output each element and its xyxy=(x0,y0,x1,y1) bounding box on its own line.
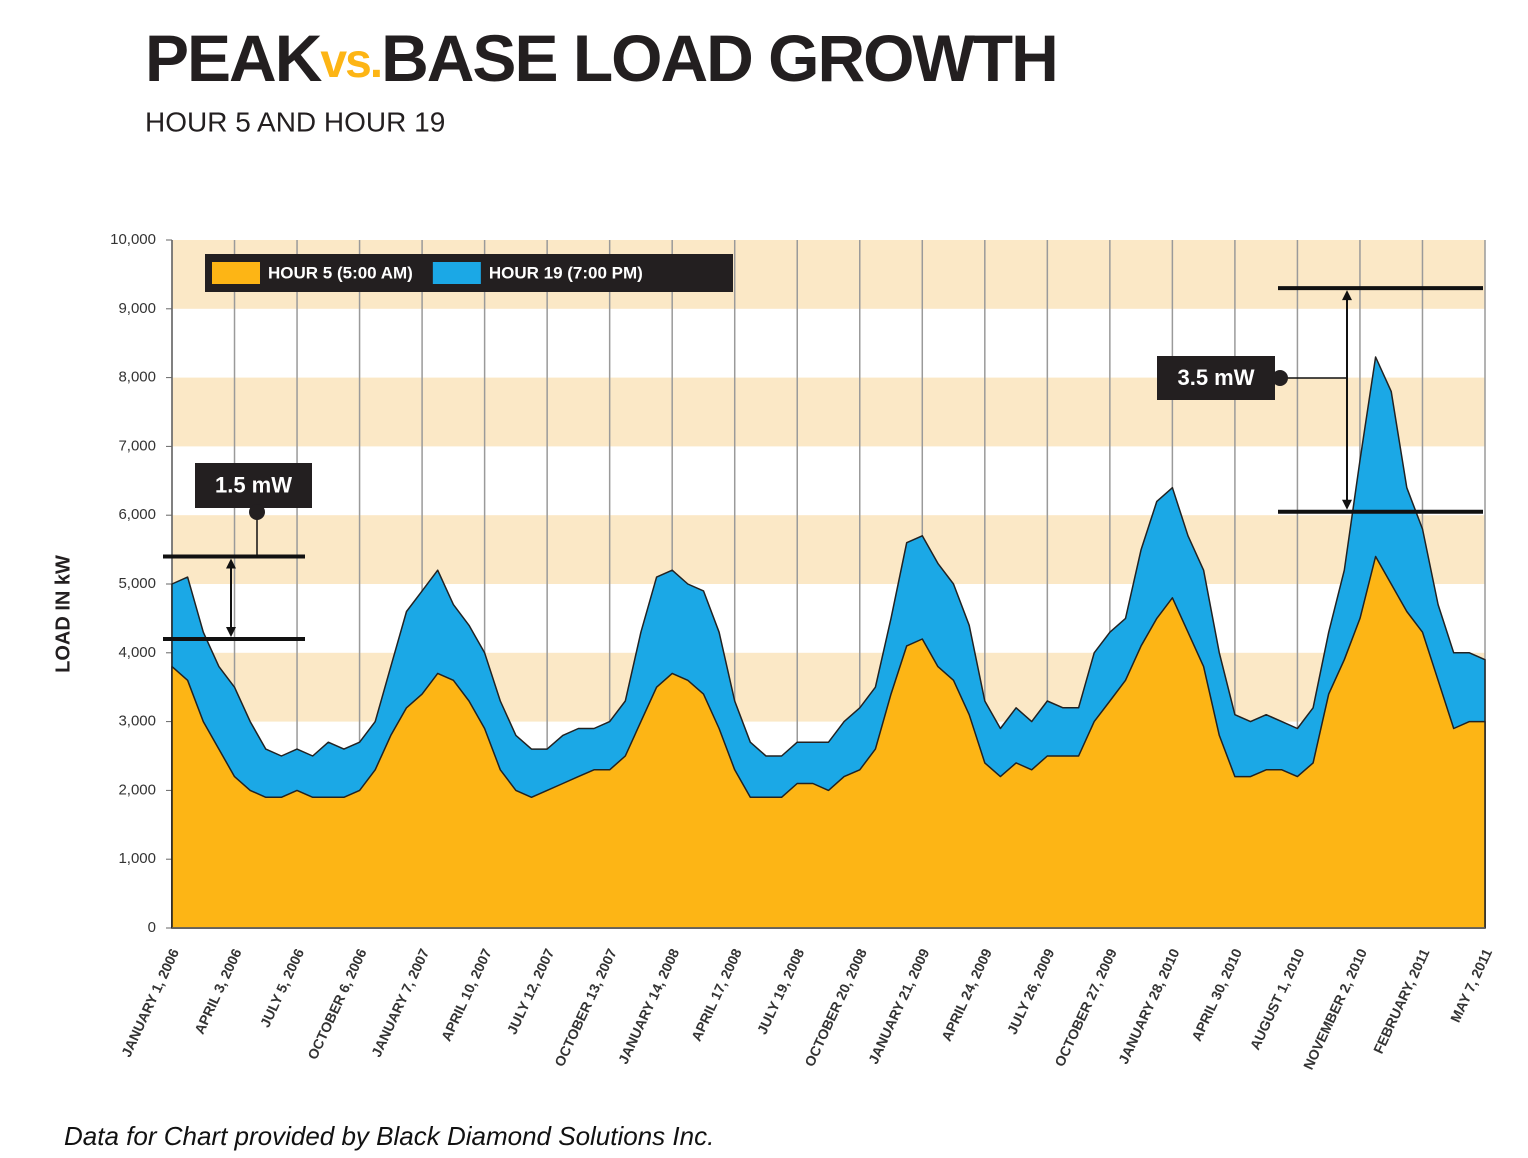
y-tick-label: 6,000 xyxy=(118,506,156,523)
x-tick-label: FEBRUARY, 2011 xyxy=(1370,946,1433,1056)
legend-swatch xyxy=(212,262,260,284)
legend-label: HOUR 19 (7:00 PM) xyxy=(489,263,643,282)
y-tick-label: 0 xyxy=(148,919,156,936)
y-tick-label: 10,000 xyxy=(110,231,156,248)
x-tick-label: MAY 7, 2011 xyxy=(1447,946,1495,1025)
title-part: vs. xyxy=(320,35,381,88)
x-tick-label: JULY 19, 2008 xyxy=(754,946,808,1037)
band xyxy=(172,652,1485,722)
legend-swatch xyxy=(432,262,481,284)
source-note: Data for Chart provided by Black Diamond… xyxy=(64,1121,714,1151)
x-tick-label: APRIL 17, 2008 xyxy=(688,946,745,1044)
y-tick-label: 2,000 xyxy=(118,781,156,798)
x-tick-label: APRIL 30, 2010 xyxy=(1188,946,1245,1044)
y-axis-label: LOAD IN kW xyxy=(52,555,74,673)
y-tick-label: 8,000 xyxy=(118,369,156,386)
annotation-box xyxy=(1157,356,1275,400)
y-tick-label: 5,000 xyxy=(118,575,156,592)
annotation-dot xyxy=(249,504,265,520)
chart-title: PEAKvs.BASE LOAD GROWTH xyxy=(145,21,1057,95)
area xyxy=(171,555,1486,929)
y-tick-label: 4,000 xyxy=(118,644,156,661)
annotation-dot xyxy=(1272,370,1288,386)
y-tick-label: 3,000 xyxy=(118,713,156,730)
x-tick-label: OCTOBER 20, 2008 xyxy=(801,946,870,1069)
x-tick-label: APRIL 3, 2006 xyxy=(191,946,245,1037)
y-tick-label: 7,000 xyxy=(118,437,156,454)
x-tick-label: JULY 12, 2007 xyxy=(504,946,558,1037)
y-tick-label: 9,000 xyxy=(118,300,156,317)
x-tick-label: JANUARY 28, 2010 xyxy=(1115,946,1183,1067)
x-tick-label: JANUARY 1, 2006 xyxy=(118,946,182,1059)
annotation-box xyxy=(195,463,312,508)
x-tick-label: OCTOBER 13, 2007 xyxy=(551,946,620,1069)
x-tick-label: OCTOBER 27, 2009 xyxy=(1051,946,1120,1069)
title-part: PEAK xyxy=(145,21,323,95)
annotation-label: 1.5 mW xyxy=(215,472,292,497)
x-tick-label: JULY 5, 2006 xyxy=(257,946,307,1030)
x-tick-label: APRIL 10, 2007 xyxy=(438,946,495,1044)
title-part: BASE LOAD GROWTH xyxy=(381,21,1057,95)
band xyxy=(172,377,1485,447)
x-tick-label: APRIL 24, 2009 xyxy=(938,946,995,1044)
x-tick-label: AUGUST 1, 2010 xyxy=(1247,946,1308,1052)
y-tick-label: 1,000 xyxy=(118,850,156,867)
x-tick-label: NOVEMBER 2, 2010 xyxy=(1300,946,1370,1072)
x-tick-label: JANUARY 7, 2007 xyxy=(368,946,432,1059)
x-tick-label: JANUARY 21, 2009 xyxy=(865,946,933,1067)
legend-label: HOUR 5 (5:00 AM) xyxy=(268,263,413,282)
band xyxy=(172,515,1485,584)
annotation-label: 3.5 mW xyxy=(1177,365,1254,390)
x-tick-label: JULY 26, 2009 xyxy=(1004,946,1058,1037)
chart-subtitle: HOUR 5 AND HOUR 19 xyxy=(145,106,445,137)
x-tick-label: JANUARY 14, 2008 xyxy=(615,946,683,1067)
x-tick-label: OCTOBER 6, 2006 xyxy=(304,946,369,1062)
